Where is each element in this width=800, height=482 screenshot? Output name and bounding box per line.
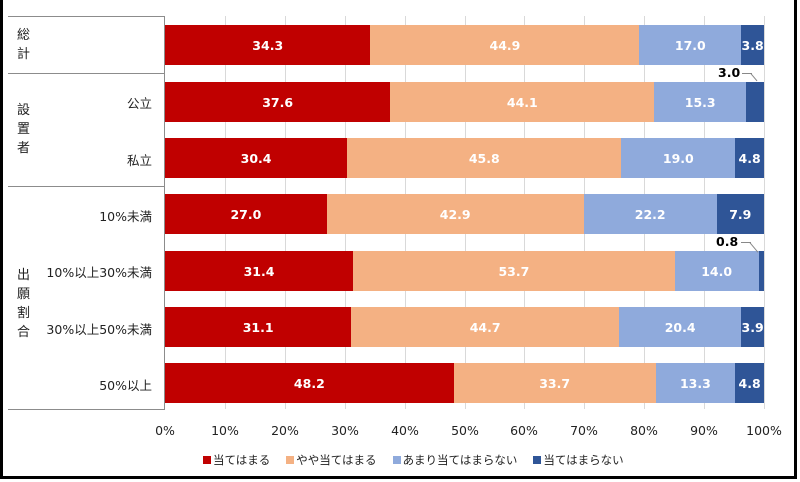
callout-leader bbox=[742, 73, 752, 74]
table-line-top bbox=[8, 16, 165, 17]
group-label-setter: 設 置 者 bbox=[17, 103, 31, 156]
x-tick: 50% bbox=[451, 423, 479, 438]
x-tick: 70% bbox=[570, 423, 598, 438]
legend-label: やや当てはまる bbox=[296, 453, 377, 467]
x-tick: 20% bbox=[271, 423, 299, 438]
segment-rarely-applies: 14.0 bbox=[674, 251, 759, 291]
row-label-public: 公立 bbox=[126, 96, 152, 111]
table-line-2 bbox=[8, 186, 165, 187]
x-tick: 90% bbox=[690, 423, 718, 438]
bar-public: 37.6 44.1 15.3 bbox=[165, 82, 764, 122]
segment-somewhat-applies: 45.8 bbox=[347, 138, 622, 178]
bar-under10: 27.0 42.9 22.2 7.9 bbox=[165, 194, 764, 234]
bar-total: 34.3 44.9 17.0 3.8 bbox=[165, 25, 764, 65]
x-tick: 10% bbox=[211, 423, 239, 438]
table-line-1 bbox=[8, 73, 165, 74]
x-tick: 0% bbox=[155, 423, 175, 438]
segment-somewhat-applies: 44.1 bbox=[390, 82, 655, 122]
legend: 当てはまる やや当てはまる あまり当てはまらない 当てはまらない bbox=[203, 452, 624, 468]
segment-rarely-applies: 13.3 bbox=[655, 363, 736, 403]
segment-rarely-applies: 17.0 bbox=[639, 25, 742, 65]
segment-applies: 34.3 bbox=[165, 25, 371, 65]
table-line-bottom bbox=[8, 409, 165, 410]
segment-somewhat-applies: 42.9 bbox=[326, 194, 584, 234]
bar-10to30: 31.4 53.7 14.0 bbox=[165, 251, 764, 291]
row-label-30to50: 30%以上50%未満 bbox=[46, 322, 152, 337]
legend-item-somewhat-applies: やや当てはまる bbox=[286, 452, 377, 468]
row-label-under10: 10%未満 bbox=[99, 209, 152, 224]
segment-rarely-applies: 20.4 bbox=[619, 307, 742, 347]
row-label-10to30: 10%以上30%未満 bbox=[46, 265, 152, 280]
legend-item-rarely-applies: あまり当てはまらない bbox=[392, 452, 518, 468]
segment-rarely-applies: 19.0 bbox=[621, 138, 736, 178]
category-axis-line bbox=[164, 16, 165, 409]
bar-30to50: 31.1 44.7 20.4 3.9 bbox=[165, 307, 764, 347]
segment-not-applies bbox=[746, 82, 764, 122]
gridline-100 bbox=[764, 16, 765, 409]
segment-not-applies bbox=[758, 251, 764, 291]
segment-somewhat-applies: 44.9 bbox=[370, 25, 640, 65]
segment-not-applies: 4.8 bbox=[735, 363, 764, 403]
row-label-over50: 50%以上 bbox=[99, 378, 152, 393]
legend-item-not-applies: 当てはまらない bbox=[533, 452, 624, 468]
group-label-total: 総 計 bbox=[17, 28, 31, 62]
segment-somewhat-applies: 33.7 bbox=[453, 363, 656, 403]
callout-leader bbox=[741, 242, 751, 243]
segment-somewhat-applies: 53.7 bbox=[353, 251, 675, 291]
segment-applies: 37.6 bbox=[165, 82, 391, 122]
bar-private: 30.4 45.8 19.0 4.8 bbox=[165, 138, 764, 178]
x-tick: 100% bbox=[746, 423, 782, 438]
segment-rarely-applies: 15.3 bbox=[654, 82, 747, 122]
segment-not-applies: 3.8 bbox=[741, 25, 764, 65]
legend-label: あまり当てはまらない bbox=[402, 453, 518, 467]
segment-applies: 31.1 bbox=[165, 307, 352, 347]
x-tick: 80% bbox=[630, 423, 658, 438]
legend-swatch-icon bbox=[203, 456, 211, 464]
group-label-ratio: 出 願 割 合 bbox=[17, 268, 31, 340]
segment-not-applies: 4.8 bbox=[735, 138, 764, 178]
segment-applies: 30.4 bbox=[165, 138, 348, 178]
segment-not-applies: 3.9 bbox=[741, 307, 764, 347]
legend-label: 当てはまらない bbox=[543, 453, 624, 467]
segment-applies: 31.4 bbox=[165, 251, 354, 291]
x-tick: 60% bbox=[510, 423, 538, 438]
segment-applies: 27.0 bbox=[165, 194, 327, 234]
callout-public-not-applies: 3.0 bbox=[718, 65, 741, 80]
segment-not-applies: 7.9 bbox=[716, 194, 764, 234]
row-label-private: 私立 bbox=[126, 153, 152, 168]
callout-10to30-not-applies: 0.8 bbox=[716, 234, 739, 249]
bar-over50: 48.2 33.7 13.3 4.8 bbox=[165, 363, 764, 403]
segment-somewhat-applies: 44.7 bbox=[351, 307, 620, 347]
segment-rarely-applies: 22.2 bbox=[583, 194, 717, 234]
legend-item-applies: 当てはまる bbox=[203, 452, 270, 468]
x-tick: 30% bbox=[331, 423, 359, 438]
legend-swatch-icon bbox=[533, 456, 542, 464]
legend-label: 当てはまる bbox=[213, 453, 271, 467]
segment-applies: 48.2 bbox=[165, 363, 454, 403]
x-tick: 40% bbox=[391, 423, 419, 438]
legend-swatch-icon bbox=[286, 456, 295, 464]
legend-swatch-icon bbox=[392, 456, 401, 464]
